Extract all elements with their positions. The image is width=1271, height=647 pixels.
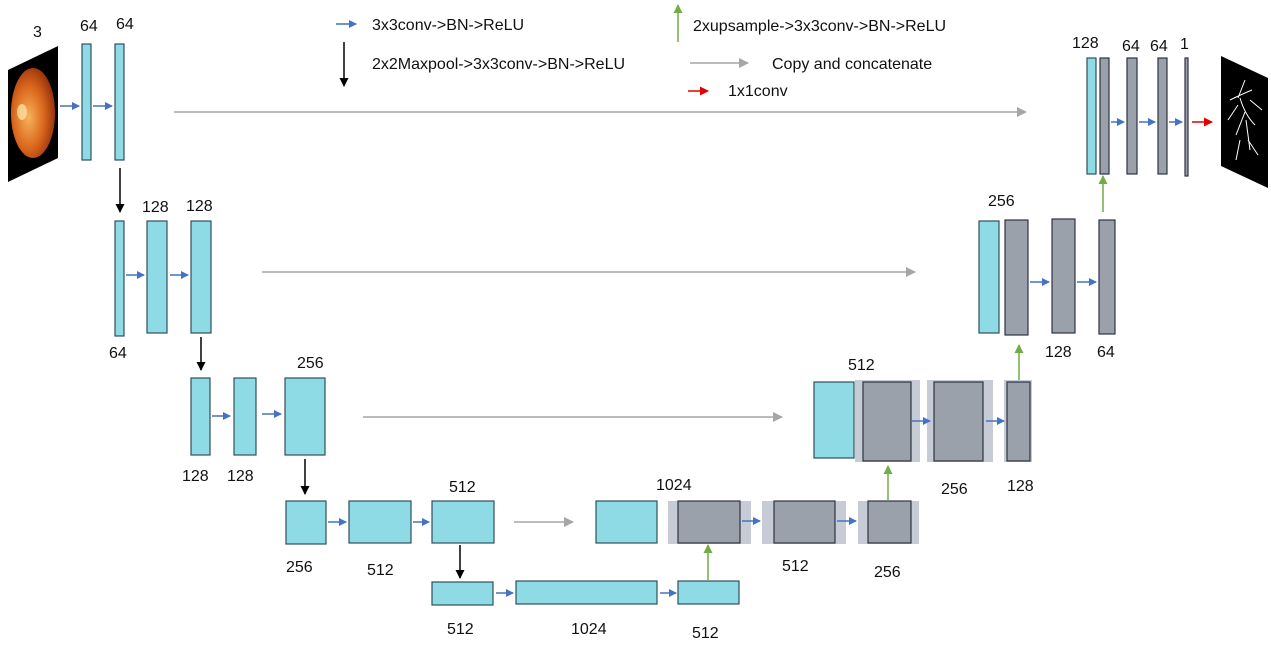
legend-upsample-label: 2xupsample->3x3conv->BN->ReLU — [693, 18, 946, 35]
legend: 3x3conv->BN->ReLU 2x2Maxpool->3x3conv->B… — [336, 4, 946, 100]
bottleneck-label-c: 512 — [692, 625, 719, 642]
dec1-block-a — [1099, 57, 1110, 175]
enc4-block-a — [285, 500, 327, 545]
bottleneck-block-b — [515, 580, 658, 605]
dec1-block-b — [1126, 57, 1138, 175]
dec2-label-b: 128 — [1045, 344, 1072, 361]
legend-final-label: 1x1conv — [728, 83, 788, 100]
dec4-label-b: 512 — [782, 558, 809, 575]
dec3-label-c: 128 — [1007, 478, 1034, 495]
enc3-label-b: 128 — [227, 468, 254, 485]
dec4-label-c: 256 — [874, 564, 901, 581]
output-segmentation-image — [1221, 56, 1268, 188]
enc2-label-a: 64 — [109, 345, 127, 362]
bottleneck-label-b: 1024 — [571, 621, 607, 638]
dec1-label-b: 64 — [1122, 38, 1140, 55]
dec3-block-b — [933, 381, 984, 462]
enc2-label-b: 128 — [142, 199, 169, 216]
dec2-label-a: 256 — [988, 193, 1015, 210]
legend-conv-label: 3x3conv->BN->ReLU — [372, 17, 524, 34]
dec3-block-a — [862, 381, 912, 462]
dec3-label-a: 512 — [848, 357, 875, 374]
dec4-block-c — [867, 500, 912, 544]
dec2-block-b — [1051, 218, 1076, 334]
enc1-block-a — [81, 43, 92, 161]
enc1-label-a: 64 — [80, 18, 98, 35]
dec1-block-c — [1157, 57, 1168, 175]
dec4-block-b — [773, 500, 836, 544]
dec2-label-c: 64 — [1097, 344, 1115, 361]
enc2-block-c — [190, 220, 212, 334]
bottleneck-block-a — [431, 581, 494, 606]
dec4-block-a — [677, 500, 741, 544]
dec3-label-b: 256 — [941, 481, 968, 498]
dec2-block-c — [1098, 219, 1116, 335]
enc1-block-b — [114, 43, 125, 161]
dec1-block-output — [1184, 57, 1189, 177]
enc2-label-c: 128 — [186, 198, 213, 215]
dec1-skip-block — [1086, 57, 1097, 175]
legend-copy-label: Copy and concatenate — [772, 56, 932, 73]
bottleneck-label-a: 512 — [447, 621, 474, 638]
dec4-skip-block — [595, 500, 658, 544]
enc2-block-a — [114, 220, 125, 337]
dec1-label-c: 64 — [1150, 38, 1168, 55]
enc3-block-c — [284, 377, 326, 456]
enc3-block-a — [190, 377, 211, 456]
enc2-block-b — [146, 220, 168, 334]
dec3-skip-block — [813, 381, 855, 459]
input-fundus-image — [8, 46, 58, 182]
bottleneck-block-c — [677, 580, 740, 605]
dec3-block-c — [1006, 381, 1031, 462]
enc3-label-c: 256 — [297, 355, 324, 372]
enc4-label-a: 256 — [286, 559, 313, 576]
enc4-label-c: 512 — [449, 479, 476, 496]
enc1-label-input: 3 — [33, 24, 42, 41]
enc3-label-a: 128 — [182, 468, 209, 485]
dec4-label-a: 1024 — [656, 477, 692, 494]
dec2-skip-block — [978, 220, 1000, 334]
enc4-block-b — [348, 500, 412, 544]
legend-pool-label: 2x2Maxpool->3x3conv->BN->ReLU — [372, 56, 625, 73]
dec1-label-a: 128 — [1072, 35, 1099, 52]
enc4-label-b: 512 — [367, 562, 394, 579]
enc3-block-b — [233, 377, 257, 456]
enc1-label-b: 64 — [116, 16, 134, 33]
dec1-label-output: 1 — [1180, 36, 1189, 53]
enc4-block-c — [431, 500, 495, 544]
dec2-block-a — [1004, 219, 1029, 336]
